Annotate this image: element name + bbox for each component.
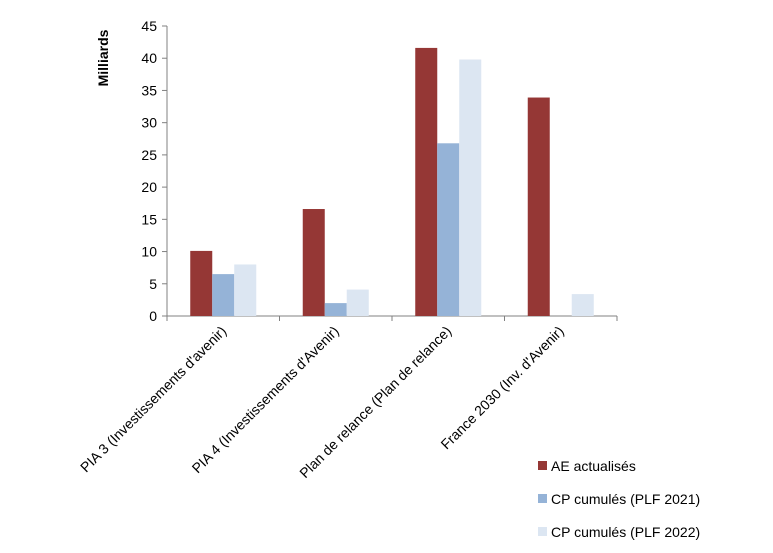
bar-cp-cumul-s-plf-2022-1: [234, 264, 257, 316]
bar-ae-actualis-s-2: [302, 209, 325, 316]
y-tick-label: 40: [141, 50, 157, 66]
y-tick-label: 30: [141, 115, 157, 131]
y-tick-label: 45: [141, 18, 157, 34]
bar-cp-cumul-s-plf-2022-4: [571, 294, 594, 316]
bar-cp-cumul-s-plf-2021-3: [437, 143, 460, 316]
y-axis-title: Milliards: [95, 29, 111, 86]
bar-cp-cumul-s-plf-2022-2: [346, 289, 369, 316]
legend-swatch-cp-cumul-s-plf-2021: [538, 494, 547, 503]
y-tick-label: 5: [149, 276, 157, 292]
y-tick-label: 10: [141, 244, 157, 260]
bar-cp-cumul-s-plf-2021-1: [212, 274, 235, 316]
bar-cp-cumul-s-plf-2022-3: [459, 59, 482, 317]
bar-ae-actualis-s-4: [527, 97, 550, 317]
legend-swatch-ae-actualis-s: [538, 461, 547, 470]
y-tick-label: 20: [141, 179, 157, 195]
y-tick-label: 15: [141, 211, 157, 227]
y-tick-label: 0: [149, 308, 157, 324]
legend-swatch-cp-cumul-s-plf-2022: [538, 527, 547, 536]
bar-ae-actualis-s-1: [190, 250, 213, 316]
y-tick-label: 25: [141, 147, 157, 163]
legend-label-ae-actualis-s: AE actualisés: [551, 458, 636, 474]
x-category-label: France 2030 (Inv. d'Avenir): [437, 323, 566, 452]
legend-label-cp-cumul-s-plf-2021: CP cumulés (PLF 2021): [551, 491, 700, 507]
bar-cp-cumul-s-plf-2021-2: [324, 303, 347, 316]
bar-ae-actualis-s-3: [415, 47, 438, 317]
y-tick-label: 35: [141, 82, 157, 98]
legend-label-cp-cumul-s-plf-2022: CP cumulés (PLF 2022): [551, 524, 700, 540]
